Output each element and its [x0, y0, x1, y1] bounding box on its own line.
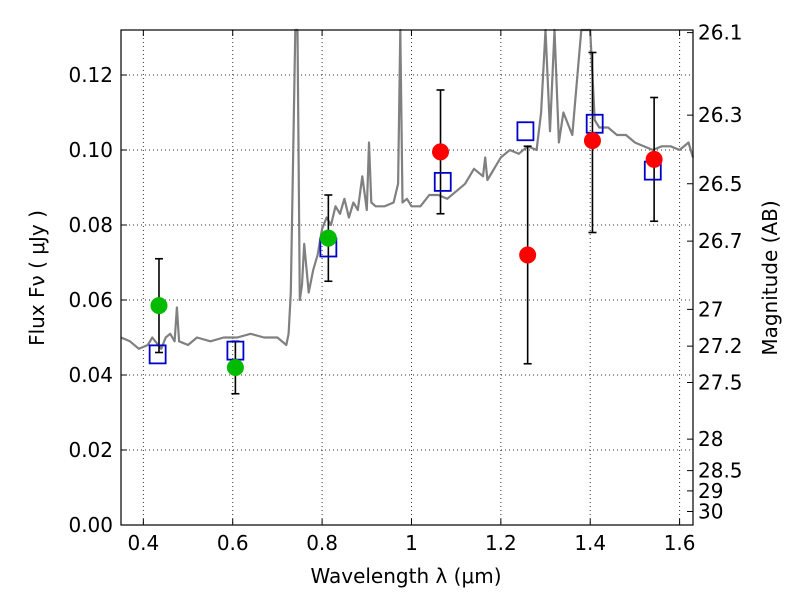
observed-point [583, 132, 601, 150]
grid [121, 30, 693, 525]
right-tick-label: 26.3 [698, 103, 743, 127]
y-tick-label: 0.10 [68, 138, 113, 162]
y-tick-label: 0.00 [68, 513, 113, 537]
x-tick-label: 0.6 [217, 531, 249, 555]
x-tick-label: 0.4 [127, 531, 159, 555]
model-photometry-marker [516, 121, 535, 142]
spectrum-line [120, 28, 695, 350]
y-tick-label: 0.06 [68, 288, 113, 312]
observed-point [519, 246, 537, 264]
x-tick-label: 1.2 [485, 531, 517, 555]
right-tick-label: 29 [698, 479, 723, 503]
y-axis-right-label: Magnitude (AB) [758, 200, 782, 355]
observed-point [150, 297, 168, 315]
right-tick-label: 27.2 [698, 334, 743, 358]
y-tick-label: 0.02 [68, 438, 113, 462]
spectrum-layer [120, 28, 695, 350]
observed-point [319, 229, 337, 247]
right-tick-label: 26.7 [698, 229, 743, 253]
right-tick-label: 27.5 [698, 371, 743, 395]
errorbar-layer [154, 51, 659, 395]
right-tick-label: 30 [698, 500, 723, 524]
y-axis-label: Flux Fν ( μJy ) [25, 210, 49, 346]
right-tick-label: 28.5 [698, 459, 743, 483]
y-tick-label: 0.12 [68, 63, 113, 87]
right-tick-label: 28 [698, 427, 723, 451]
x-axis-label: Wavelength λ (μm) [310, 564, 501, 588]
y-tick-label: 0.04 [68, 363, 113, 387]
plot-frame [120, 29, 694, 526]
x-tick-label: 1.4 [574, 531, 606, 555]
y-tick-label: 0.08 [68, 213, 113, 237]
model-photometry-marker [433, 171, 452, 192]
model-photometry-marker [148, 344, 167, 365]
observed-point [645, 150, 663, 168]
observed-point [432, 143, 450, 161]
right-tick-label: 27 [698, 297, 723, 321]
marker-layer [148, 113, 663, 376]
tick-layer: 0.4 0.6 0.8 1 1.2 1.4 1.6 0.00 0.02 0.04 0.06 0.08 0… [68, 21, 742, 555]
right-tick-label: 26.5 [698, 172, 743, 196]
observed-point [226, 359, 244, 376]
x-tick-label: 1 [405, 531, 418, 555]
x-tick-label: 0.8 [306, 531, 338, 555]
x-tick-label: 1.6 [664, 531, 696, 555]
right-tick-label: 26.1 [698, 21, 743, 45]
